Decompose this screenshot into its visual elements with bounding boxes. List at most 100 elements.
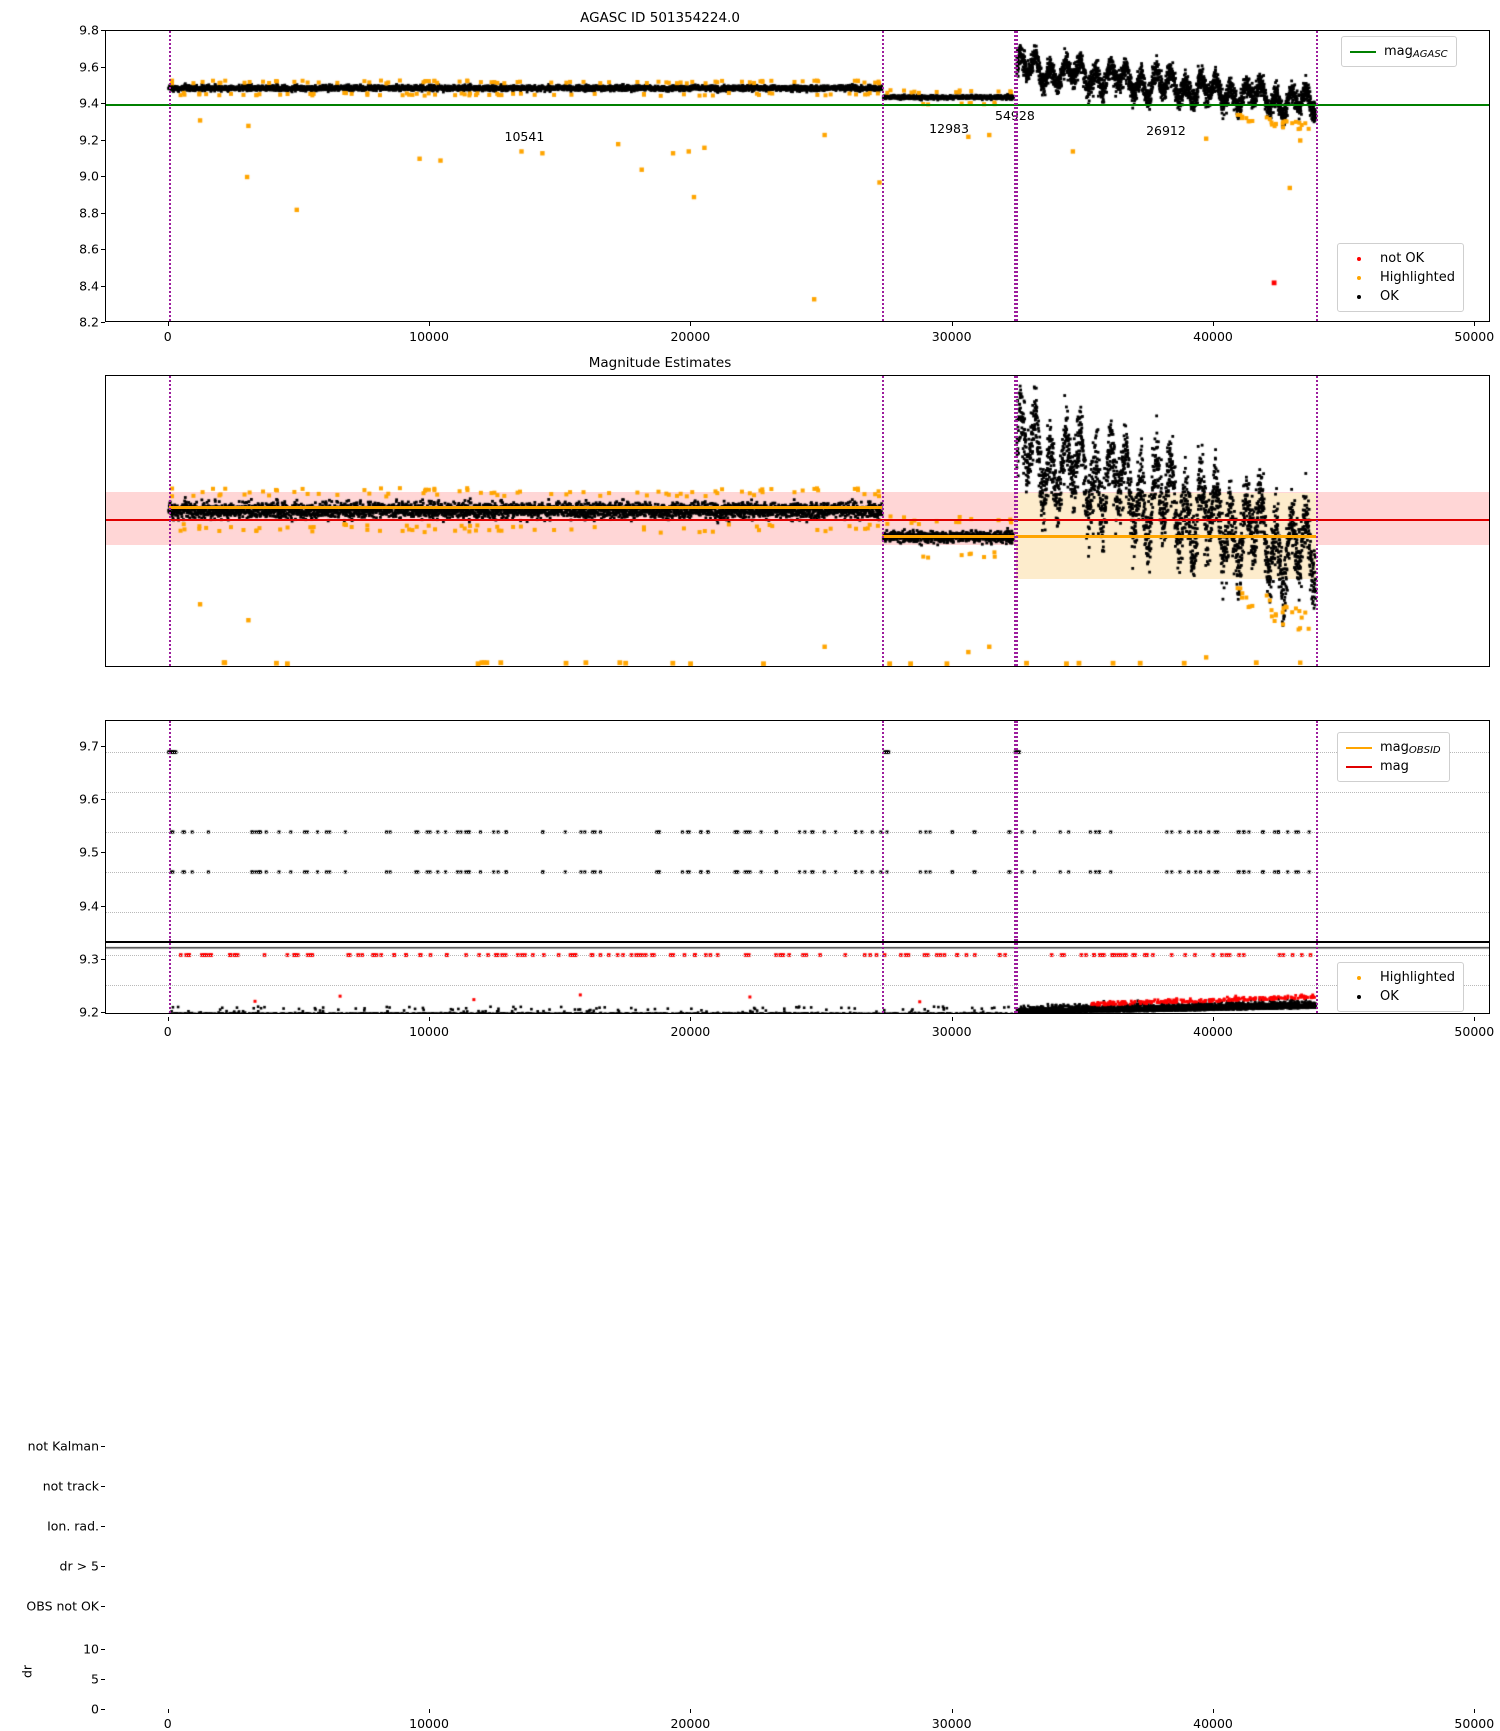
- obsid-divider-line: [1016, 376, 1019, 666]
- ytick-mark: [101, 103, 105, 104]
- xtick-mark: [1474, 1709, 1476, 1713]
- mag-agasc-reference-line: [106, 104, 1489, 106]
- scatter-canvas-estimates: [106, 376, 1489, 666]
- legend-label: magOBSID: [1380, 739, 1441, 756]
- magnitude-estimates-panel: Magnitude Estimates 9.2 9.3 9.4 9.5 9.6 9.7 0 1…: [0, 350, 1500, 1039]
- ytick-mark: [101, 30, 105, 31]
- obsid-divider-line: [882, 943, 885, 1013]
- ytick-label-9.7: 9.7: [79, 738, 99, 754]
- ytick-label-9.4: 9.4: [79, 95, 99, 111]
- ytick-mark: [101, 799, 105, 801]
- legend-dot: [1357, 975, 1361, 980]
- mag-agasc-legend: magAGASC: [1341, 36, 1457, 67]
- flag-gridline: [106, 911, 1489, 913]
- obsid-annotation-10541: 10541: [504, 128, 545, 144]
- ytick-label-8.2: 8.2: [79, 314, 99, 330]
- ytick-label-9.8: 9.8: [79, 22, 99, 38]
- axes-agasc-magnitude: [105, 30, 1490, 322]
- obsid-divider-line: [882, 376, 885, 666]
- xtick-label-10000: 10000: [409, 329, 449, 344]
- scatter-canvas-dr: [106, 943, 1489, 1013]
- agasc-magnitude-panel: AGASC ID 501354224.0 8.2 8.4 8.6 8.8 9.0 9.2 9…: [0, 0, 1500, 350]
- ytick-mark: [101, 66, 105, 68]
- flag-gridline: [106, 871, 1489, 873]
- flag-label-obs-not-ok: OBS not OK: [26, 1598, 99, 1614]
- legend-label: OK: [1380, 289, 1399, 304]
- xtick-label-40000: 40000: [1193, 1716, 1233, 1731]
- obsid-divider-line: [168, 943, 171, 1013]
- legend-dot: [1357, 275, 1361, 280]
- obsid-divider-line: [1315, 721, 1318, 941]
- xtick-mark: [167, 1017, 169, 1021]
- mag-obsid-line-10541: [168, 506, 883, 510]
- xtick-mark: [167, 322, 169, 326]
- ytick-label-8.4: 8.4: [79, 278, 99, 293]
- mag-reference-line: [106, 518, 1489, 521]
- axes-dr: [105, 942, 1490, 1014]
- obsid-divider-line: [1013, 376, 1016, 666]
- ytick-label-8.6: 8.6: [79, 241, 99, 257]
- legend-label-subscript: OBSID: [1408, 744, 1441, 756]
- obsid-divider-line: [1013, 721, 1016, 941]
- obsid-divider-line: [1016, 943, 1019, 1013]
- legend-label: Highlighted: [1380, 970, 1455, 985]
- panel2-title: Magnitude Estimates: [588, 355, 732, 371]
- axes-flags: [105, 720, 1490, 942]
- legend-label: magAGASC: [1384, 43, 1448, 60]
- xtick-label-10000: 10000: [409, 1716, 449, 1731]
- legend-line-swatch: [1346, 765, 1372, 768]
- legend-dot-swatch: [1346, 251, 1372, 266]
- legend-dot-swatch: [1346, 989, 1372, 1004]
- ytick-mark: [101, 1526, 105, 1527]
- legend-dot: [1357, 994, 1361, 999]
- dr-axis-label: dr: [19, 1664, 35, 1679]
- obsid-annotation-26912: 26912: [1146, 123, 1186, 139]
- legend-entry: OK: [1346, 987, 1455, 1006]
- obsid-divider-line: [168, 31, 171, 321]
- ytick-mark: [101, 139, 105, 141]
- ytick-mark: [101, 905, 105, 907]
- ytick-mark: [101, 176, 105, 177]
- xtick-label-0: 0: [163, 1716, 172, 1731]
- ytick-mark: [101, 746, 105, 748]
- obsid-divider-line: [1013, 31, 1016, 321]
- xtick-mark: [1213, 1709, 1214, 1713]
- ytick-mark: [101, 249, 105, 250]
- legend-entry: Highlighted: [1346, 968, 1455, 987]
- obsid-divider-line: [882, 31, 885, 321]
- flag-gridline: [106, 752, 1489, 754]
- ytick-label-9.0: 9.0: [79, 168, 99, 184]
- ytick-label-9.4: 9.4: [79, 898, 99, 913]
- flags-panel: not Kalman not track Ion. rad. dr > 5 OBS no…: [0, 695, 1500, 1731]
- ytick-mark: [101, 1605, 105, 1607]
- ytick-mark: [101, 1679, 105, 1680]
- legend-label: mag: [1380, 759, 1409, 774]
- legend-entry: not OK: [1346, 249, 1455, 268]
- flag-gridline: [106, 832, 1489, 833]
- legend-label: OK: [1380, 989, 1399, 1004]
- dr-ytick-label-5: 5: [91, 1671, 99, 1687]
- ytick-mark: [101, 322, 105, 323]
- page-title: AGASC ID 501354224.0: [580, 10, 740, 26]
- xtick-label-50000: 50000: [1454, 329, 1495, 344]
- obsid-divider-line: [1315, 376, 1318, 666]
- legend-label: Highlighted: [1380, 270, 1455, 285]
- ytick-mark: [101, 1565, 105, 1567]
- obsid-divider-line: [1315, 943, 1318, 1013]
- xtick-label-50000: 50000: [1454, 1024, 1495, 1039]
- xtick-label-50000: 50000: [1454, 1716, 1495, 1731]
- ytick-mark: [101, 212, 105, 214]
- legend-entry: OK: [1346, 287, 1455, 306]
- flag-label-dr-5: dr > 5: [59, 1558, 99, 1574]
- flag-gridline: [106, 792, 1489, 794]
- obsid-annotation-12983: 12983: [929, 121, 969, 137]
- obsid-divider-line: [1016, 31, 1019, 321]
- ytick-mark: [101, 1649, 105, 1650]
- obsid-divider-line: [168, 376, 171, 666]
- xtick-mark: [1213, 1017, 1214, 1021]
- xtick-mark: [690, 1709, 692, 1713]
- scatter-canvas-agasc: [106, 31, 1489, 321]
- ytick-label-9.2: 9.2: [79, 132, 99, 147]
- ytick-label-8.8: 8.8: [79, 205, 99, 220]
